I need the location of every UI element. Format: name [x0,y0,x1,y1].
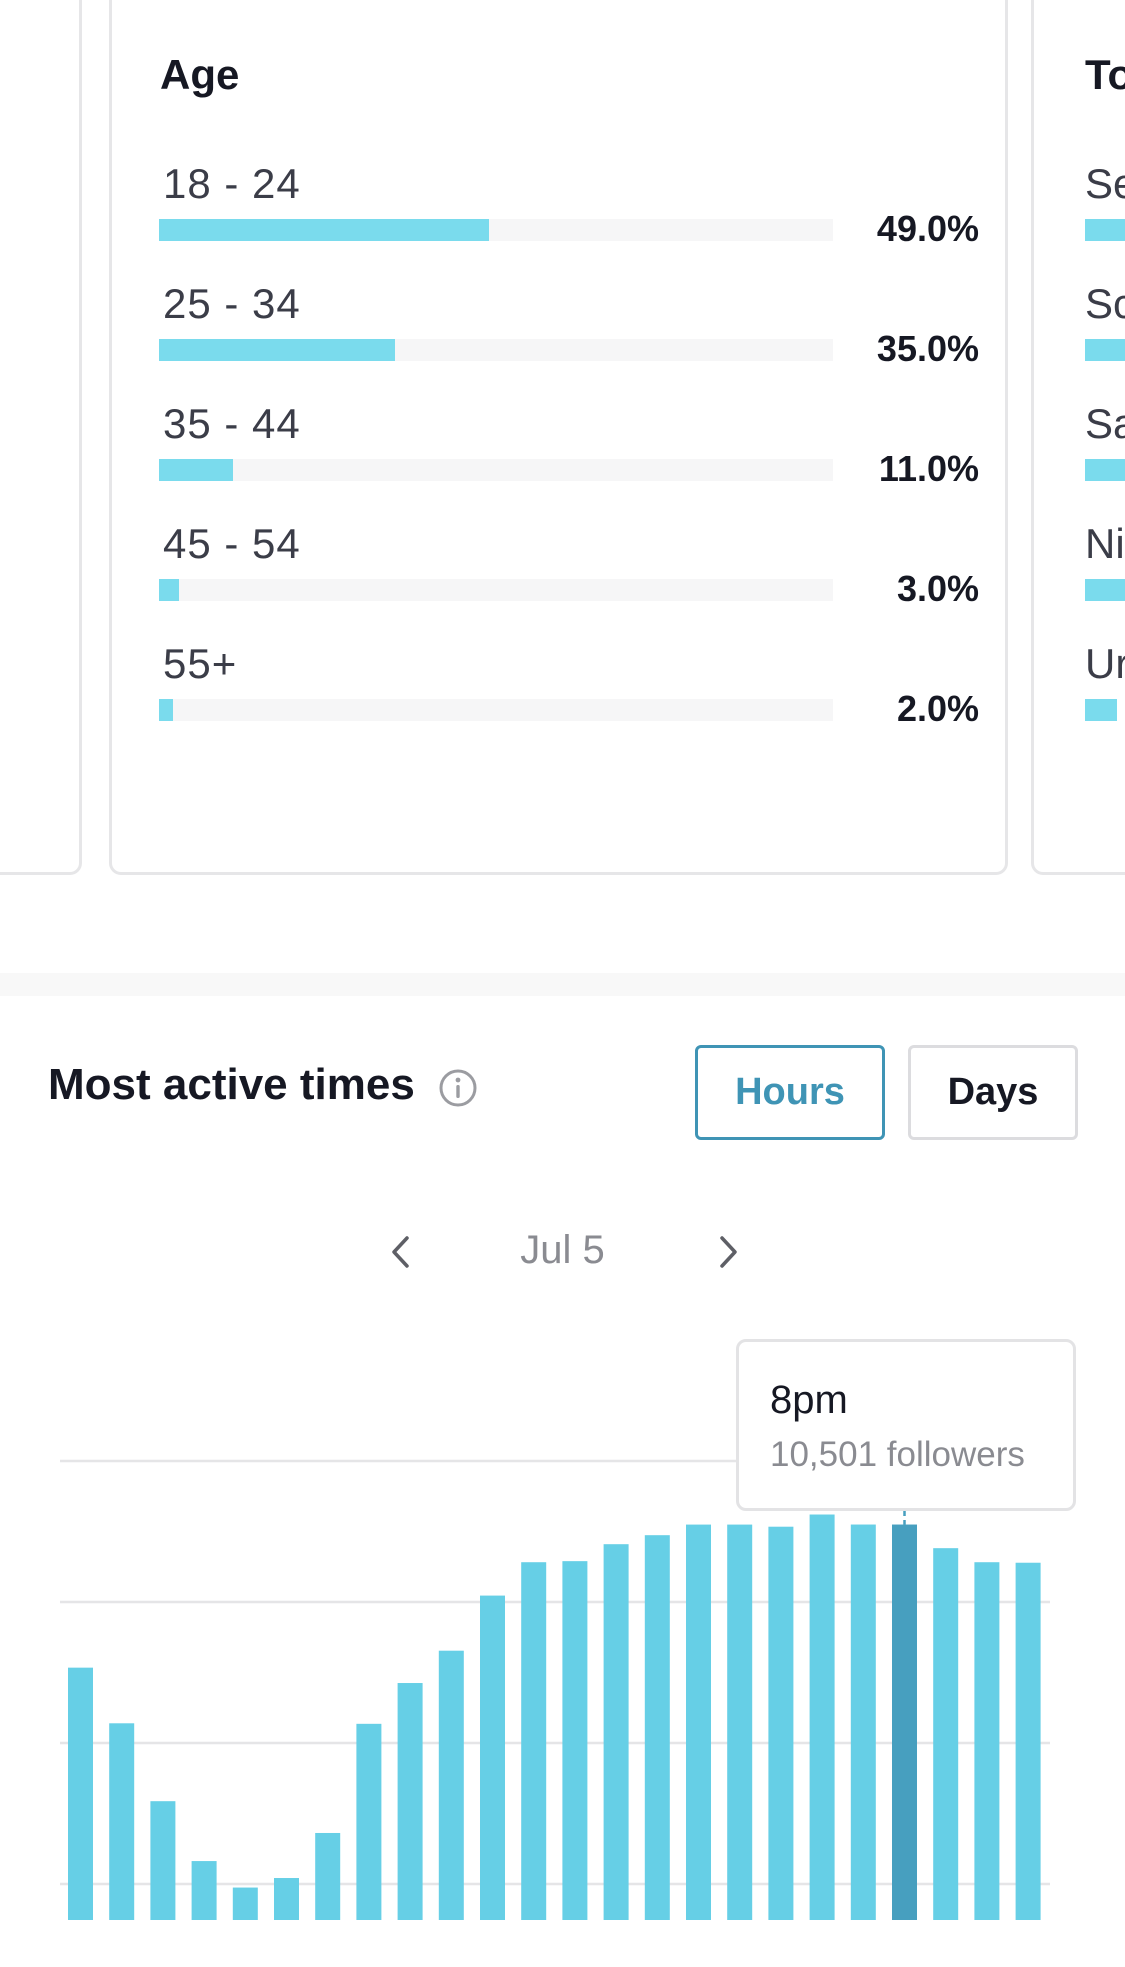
age-row-fill [159,459,234,481]
location-card [0,0,82,875]
chart-bars [68,1511,1041,1920]
hours-toggle-button[interactable]: Hours [695,1045,885,1140]
age-row: 25 - 34 35.0% [159,280,979,390]
age-row-value: 11.0% [878,448,979,489]
age-row-label: 18 - 24 [163,160,301,207]
chart-bar-12am[interactable] [68,1667,93,1920]
age-row-track [159,459,833,481]
top-row-fill [1085,699,1117,721]
chart-bar-4pm[interactable] [727,1524,753,1920]
chart-bar-9am[interactable] [438,1650,464,1920]
chart-bar-3pm[interactable] [686,1524,711,1920]
age-row-fill [159,699,173,721]
top-row-label: Sa [1085,400,1125,447]
tooltip-time: 8pm [770,1378,848,1422]
age-row-value: 2.0% [896,688,979,729]
age-row-value: 35.0% [876,328,979,369]
chart-tooltip: 8pm 10,501 followers [736,1339,1076,1511]
top-row-label: Se [1085,160,1125,207]
most-active-times-title: Most active times [48,1060,415,1109]
top-card-title: To [1085,51,1125,98]
top-row-fill [1085,219,1125,241]
top-row: Se [1085,160,1125,270]
age-row-value: 3.0% [896,568,979,609]
age-row-fill [159,339,395,361]
age-row-track [159,579,833,601]
chart-bar-7am[interactable] [356,1723,382,1920]
chevron-right-icon[interactable] [703,1222,753,1282]
top-row-fill [1085,579,1125,601]
chart-bar-2pm[interactable] [644,1535,670,1920]
chart-bar-9pm[interactable] [933,1548,959,1920]
age-card: Age 18 - 24 49.0% 25 - 34 35.0% 35 - 44 … [109,0,1008,875]
chart-bar-10pm[interactable] [974,1562,1000,1920]
info-icon[interactable] [438,1068,478,1108]
age-row-label: 55+ [163,640,238,687]
chart-bar-10am[interactable] [480,1595,505,1920]
section-divider [0,973,1125,996]
top-row-fill [1085,339,1125,361]
age-row-label: 25 - 34 [163,280,301,327]
top-row: Ni [1085,520,1125,630]
age-card-title: Age [160,51,240,98]
chart-bar-3am[interactable] [191,1861,217,1920]
chart-bar-11pm[interactable] [1015,1562,1041,1920]
chart-bar-11am[interactable] [521,1562,547,1920]
days-toggle-button[interactable]: Days [908,1045,1078,1140]
chart-bar-5am[interactable] [274,1878,299,1920]
age-row-fill [159,219,489,241]
chart-bar-8pm[interactable] [892,1524,917,1920]
age-row-track [159,339,833,361]
age-row: 18 - 24 49.0% [159,160,979,270]
age-row: 35 - 44 11.0% [159,400,979,510]
chart-bar-1pm[interactable] [603,1544,629,1920]
date-label: Jul 5 [520,1228,605,1272]
age-row-fill [159,579,180,601]
age-row-label: 35 - 44 [163,400,301,447]
chart-bar-12pm[interactable] [562,1561,588,1920]
top-row-label: Ni [1085,520,1125,567]
chart-bar-4am[interactable] [232,1887,258,1920]
chart-bar-8am[interactable] [397,1683,423,1920]
age-row-label: 45 - 54 [163,520,301,567]
top-card: To Se Sc Sa Ni Ur [1031,0,1125,875]
chart-bar-6am[interactable] [315,1832,341,1920]
top-row: Sa [1085,400,1125,510]
age-row: 55+ 2.0% [159,640,979,750]
chevron-left-icon[interactable] [376,1222,426,1282]
chart-bar-1am[interactable] [109,1723,135,1920]
chart-bar-6pm[interactable] [809,1514,835,1920]
top-row: Ur [1085,640,1125,750]
tooltip-followers: 10,501 followers [770,1435,1025,1474]
date-navigator: Jul 5 [0,1222,1125,1282]
active-times-chart [60,1459,1050,1920]
top-row-label: Sc [1085,280,1125,327]
chart-bar-7pm[interactable] [850,1524,876,1920]
top-row: Sc [1085,280,1125,390]
age-row: 45 - 54 3.0% [159,520,979,630]
chart-bar-5pm[interactable] [768,1526,794,1920]
age-row-value: 49.0% [876,208,979,249]
top-row-label: Ur [1085,640,1125,687]
top-row-fill [1085,459,1125,481]
age-row-track [159,699,833,721]
chart-bar-2am[interactable] [150,1801,176,1920]
age-row-track [159,219,833,241]
